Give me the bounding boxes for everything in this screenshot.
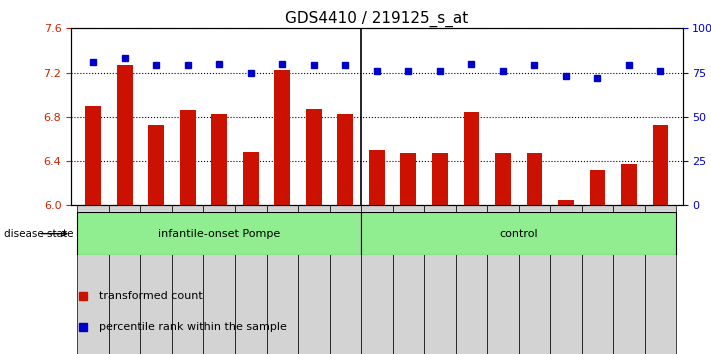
Bar (653, 125, 668, 205)
Bar (558, 200, 574, 205)
Bar (180, 110, 196, 205)
Bar (495, 153, 510, 205)
Bar (432, 153, 448, 205)
Text: control: control (499, 229, 538, 239)
Bar (589, 170, 605, 205)
FancyBboxPatch shape (141, 205, 172, 354)
FancyBboxPatch shape (235, 205, 267, 354)
FancyBboxPatch shape (267, 205, 298, 354)
Text: percentile rank within the sample: percentile rank within the sample (99, 322, 287, 332)
Bar (338, 114, 353, 205)
FancyBboxPatch shape (518, 205, 550, 354)
Bar (117, 65, 132, 205)
Title: GDS4410 / 219125_s_at: GDS4410 / 219125_s_at (285, 11, 469, 27)
FancyBboxPatch shape (456, 205, 487, 354)
FancyBboxPatch shape (392, 205, 424, 354)
Bar (400, 153, 416, 205)
FancyBboxPatch shape (77, 205, 109, 354)
Bar (369, 150, 385, 205)
Bar (211, 114, 227, 205)
Bar (464, 113, 479, 205)
FancyBboxPatch shape (203, 205, 235, 354)
Bar (85, 106, 101, 205)
FancyBboxPatch shape (645, 205, 676, 354)
Bar (274, 70, 290, 205)
Bar (527, 153, 542, 205)
FancyBboxPatch shape (550, 205, 582, 354)
FancyBboxPatch shape (172, 205, 203, 354)
Bar (149, 125, 164, 205)
Text: infantile-onset Pompe: infantile-onset Pompe (158, 229, 280, 239)
FancyBboxPatch shape (361, 212, 676, 255)
FancyBboxPatch shape (424, 205, 456, 354)
Text: disease state: disease state (4, 229, 73, 239)
FancyBboxPatch shape (109, 205, 141, 354)
FancyBboxPatch shape (77, 212, 361, 255)
Bar (243, 152, 259, 205)
FancyBboxPatch shape (613, 205, 645, 354)
Bar (306, 109, 321, 205)
Bar (621, 164, 637, 205)
FancyBboxPatch shape (487, 205, 518, 354)
FancyBboxPatch shape (361, 205, 392, 354)
FancyBboxPatch shape (582, 205, 613, 354)
FancyBboxPatch shape (330, 205, 361, 354)
Text: transformed count: transformed count (99, 291, 203, 301)
FancyBboxPatch shape (298, 205, 330, 354)
